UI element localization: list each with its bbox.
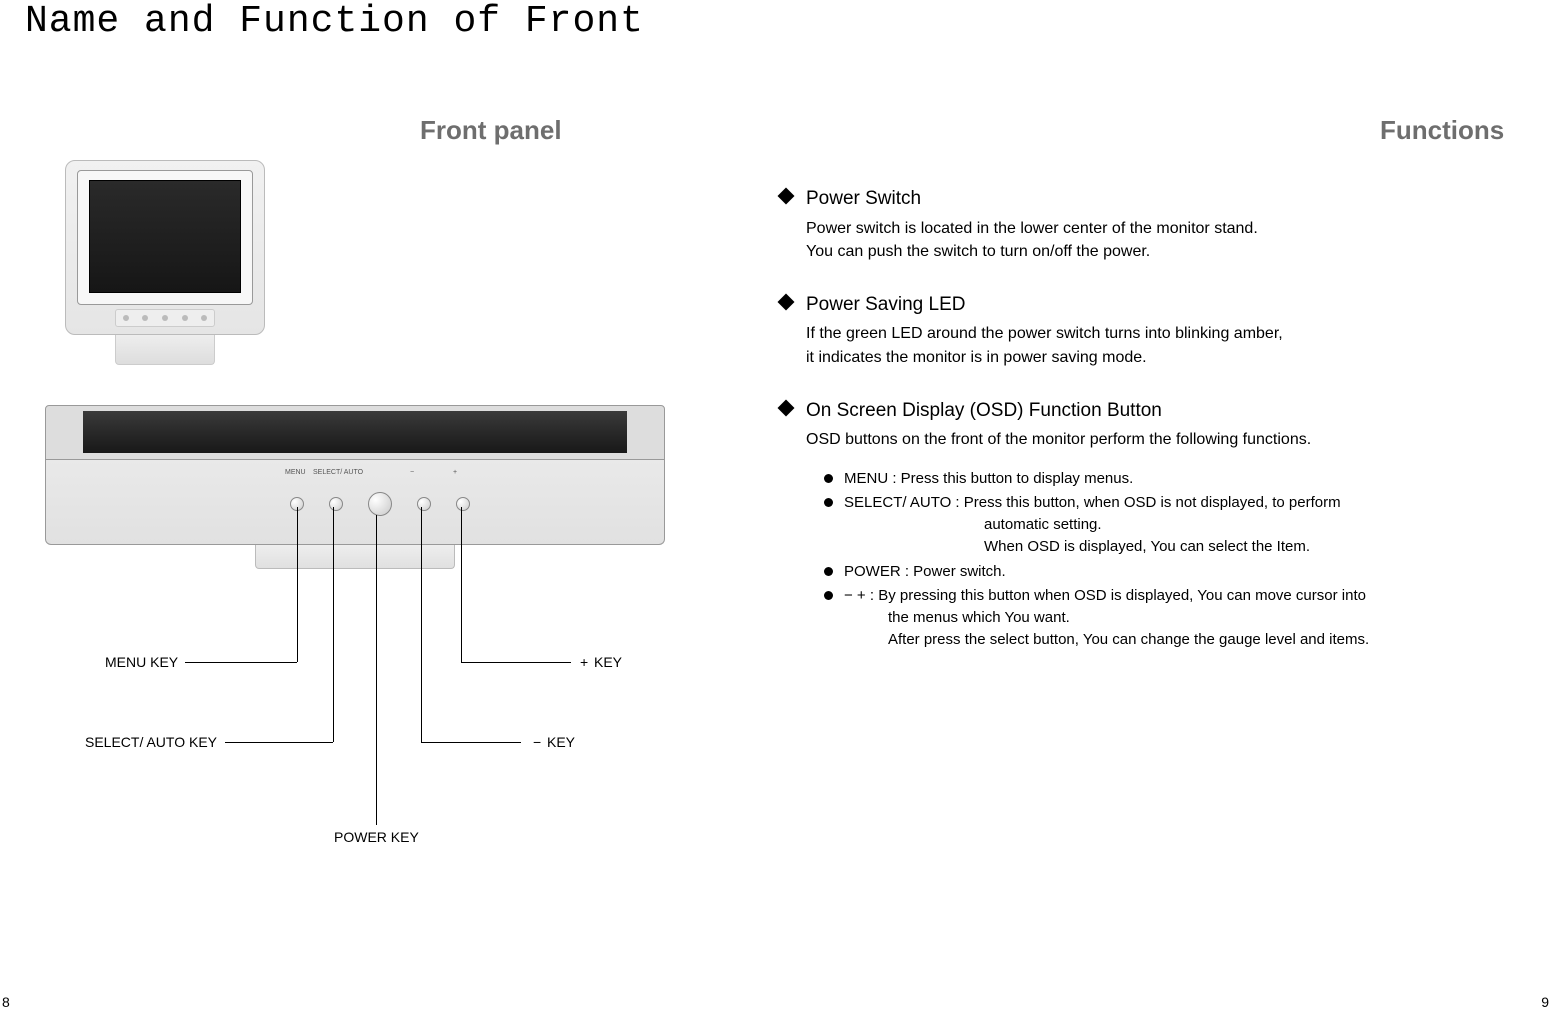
page-number-right: 9 xyxy=(1541,994,1549,1010)
diamond-bullet-icon xyxy=(778,293,795,310)
osd-sub-cont: After press the select button, You can c… xyxy=(888,629,1500,651)
osd-sub-text: POWER : Power switch. xyxy=(844,563,1006,580)
plus-button-icon xyxy=(456,497,470,511)
diamond-bullet-icon xyxy=(778,188,795,205)
tiny-label-plus: + xyxy=(453,469,457,476)
page-number-left: 8 xyxy=(2,994,10,1010)
osd-sub-text: − + : By pressing this button when OSD i… xyxy=(844,587,1366,604)
function-line: Power switch is located in the lower cen… xyxy=(806,217,1500,240)
dot-bullet-icon xyxy=(824,567,833,576)
dot-bullet-icon xyxy=(824,591,833,600)
function-power-saving-led: Power Saving LED If the green LED around… xyxy=(780,291,1500,369)
minus-button-icon xyxy=(417,497,431,511)
dot-bullet-icon xyxy=(824,498,833,507)
osd-sub-cont: the menus which You want. xyxy=(888,607,1500,629)
functions-list: Power Switch Power switch is located in … xyxy=(780,185,1500,679)
dot-bullet-icon xyxy=(824,474,833,483)
tiny-label-menu: MENU xyxy=(285,469,306,476)
function-line: OSD buttons on the front of the monitor … xyxy=(806,428,1500,451)
select-auto-button-icon xyxy=(329,497,343,511)
function-osd: On Screen Display (OSD) Function Button … xyxy=(780,397,1500,651)
tiny-label-minus: − xyxy=(410,469,414,476)
front-panel-diagram: MENU SELECT/ AUTO − + MENU KEY SELECT/ A… xyxy=(45,405,665,955)
osd-sub-list: MENU : Press this button to display menu… xyxy=(806,468,1500,651)
monitor-illustration-small xyxy=(55,160,275,380)
function-line: it indicates the monitor is in power sav… xyxy=(806,346,1500,369)
osd-menu-item: MENU : Press this button to display menu… xyxy=(824,468,1500,490)
minus-key-prefix: − xyxy=(533,734,541,750)
osd-select-item: SELECT/ AUTO : Press this button, when O… xyxy=(824,492,1500,557)
page-title: Name and Function of Front xyxy=(25,0,644,43)
function-power-switch: Power Switch Power switch is located in … xyxy=(780,185,1500,263)
function-title: Power Saving LED xyxy=(806,291,1500,319)
osd-sub-cont: automatic setting. xyxy=(984,514,1500,536)
osd-plusminus-item: − + : By pressing this button when OSD i… xyxy=(824,585,1500,650)
plus-key-label: KEY xyxy=(594,654,622,670)
osd-sub-cont: When OSD is displayed, You can select th… xyxy=(984,536,1500,558)
power-button-icon xyxy=(368,492,392,516)
function-line: You can push the switch to turn on/off t… xyxy=(806,240,1500,263)
tiny-label-select: SELECT/ AUTO xyxy=(313,469,363,476)
left-section-title: Front panel xyxy=(420,115,562,146)
right-section-title: Functions xyxy=(1380,115,1504,146)
function-line: If the green LED around the power switch… xyxy=(806,322,1500,345)
minus-key-label: KEY xyxy=(547,734,575,750)
osd-sub-text: MENU : Press this button to display menu… xyxy=(844,470,1133,487)
function-title: On Screen Display (OSD) Function Button xyxy=(806,397,1500,425)
menu-key-label: MENU KEY xyxy=(105,654,178,670)
power-key-label: POWER KEY xyxy=(334,829,419,845)
diamond-bullet-icon xyxy=(778,399,795,416)
select-auto-key-label: SELECT/ AUTO KEY xyxy=(85,734,217,750)
osd-sub-text: SELECT/ AUTO : Press this button, when O… xyxy=(844,494,1341,511)
function-title: Power Switch xyxy=(806,185,1500,213)
plus-key-prefix: + xyxy=(580,654,588,670)
osd-power-item: POWER : Power switch. xyxy=(824,561,1500,583)
